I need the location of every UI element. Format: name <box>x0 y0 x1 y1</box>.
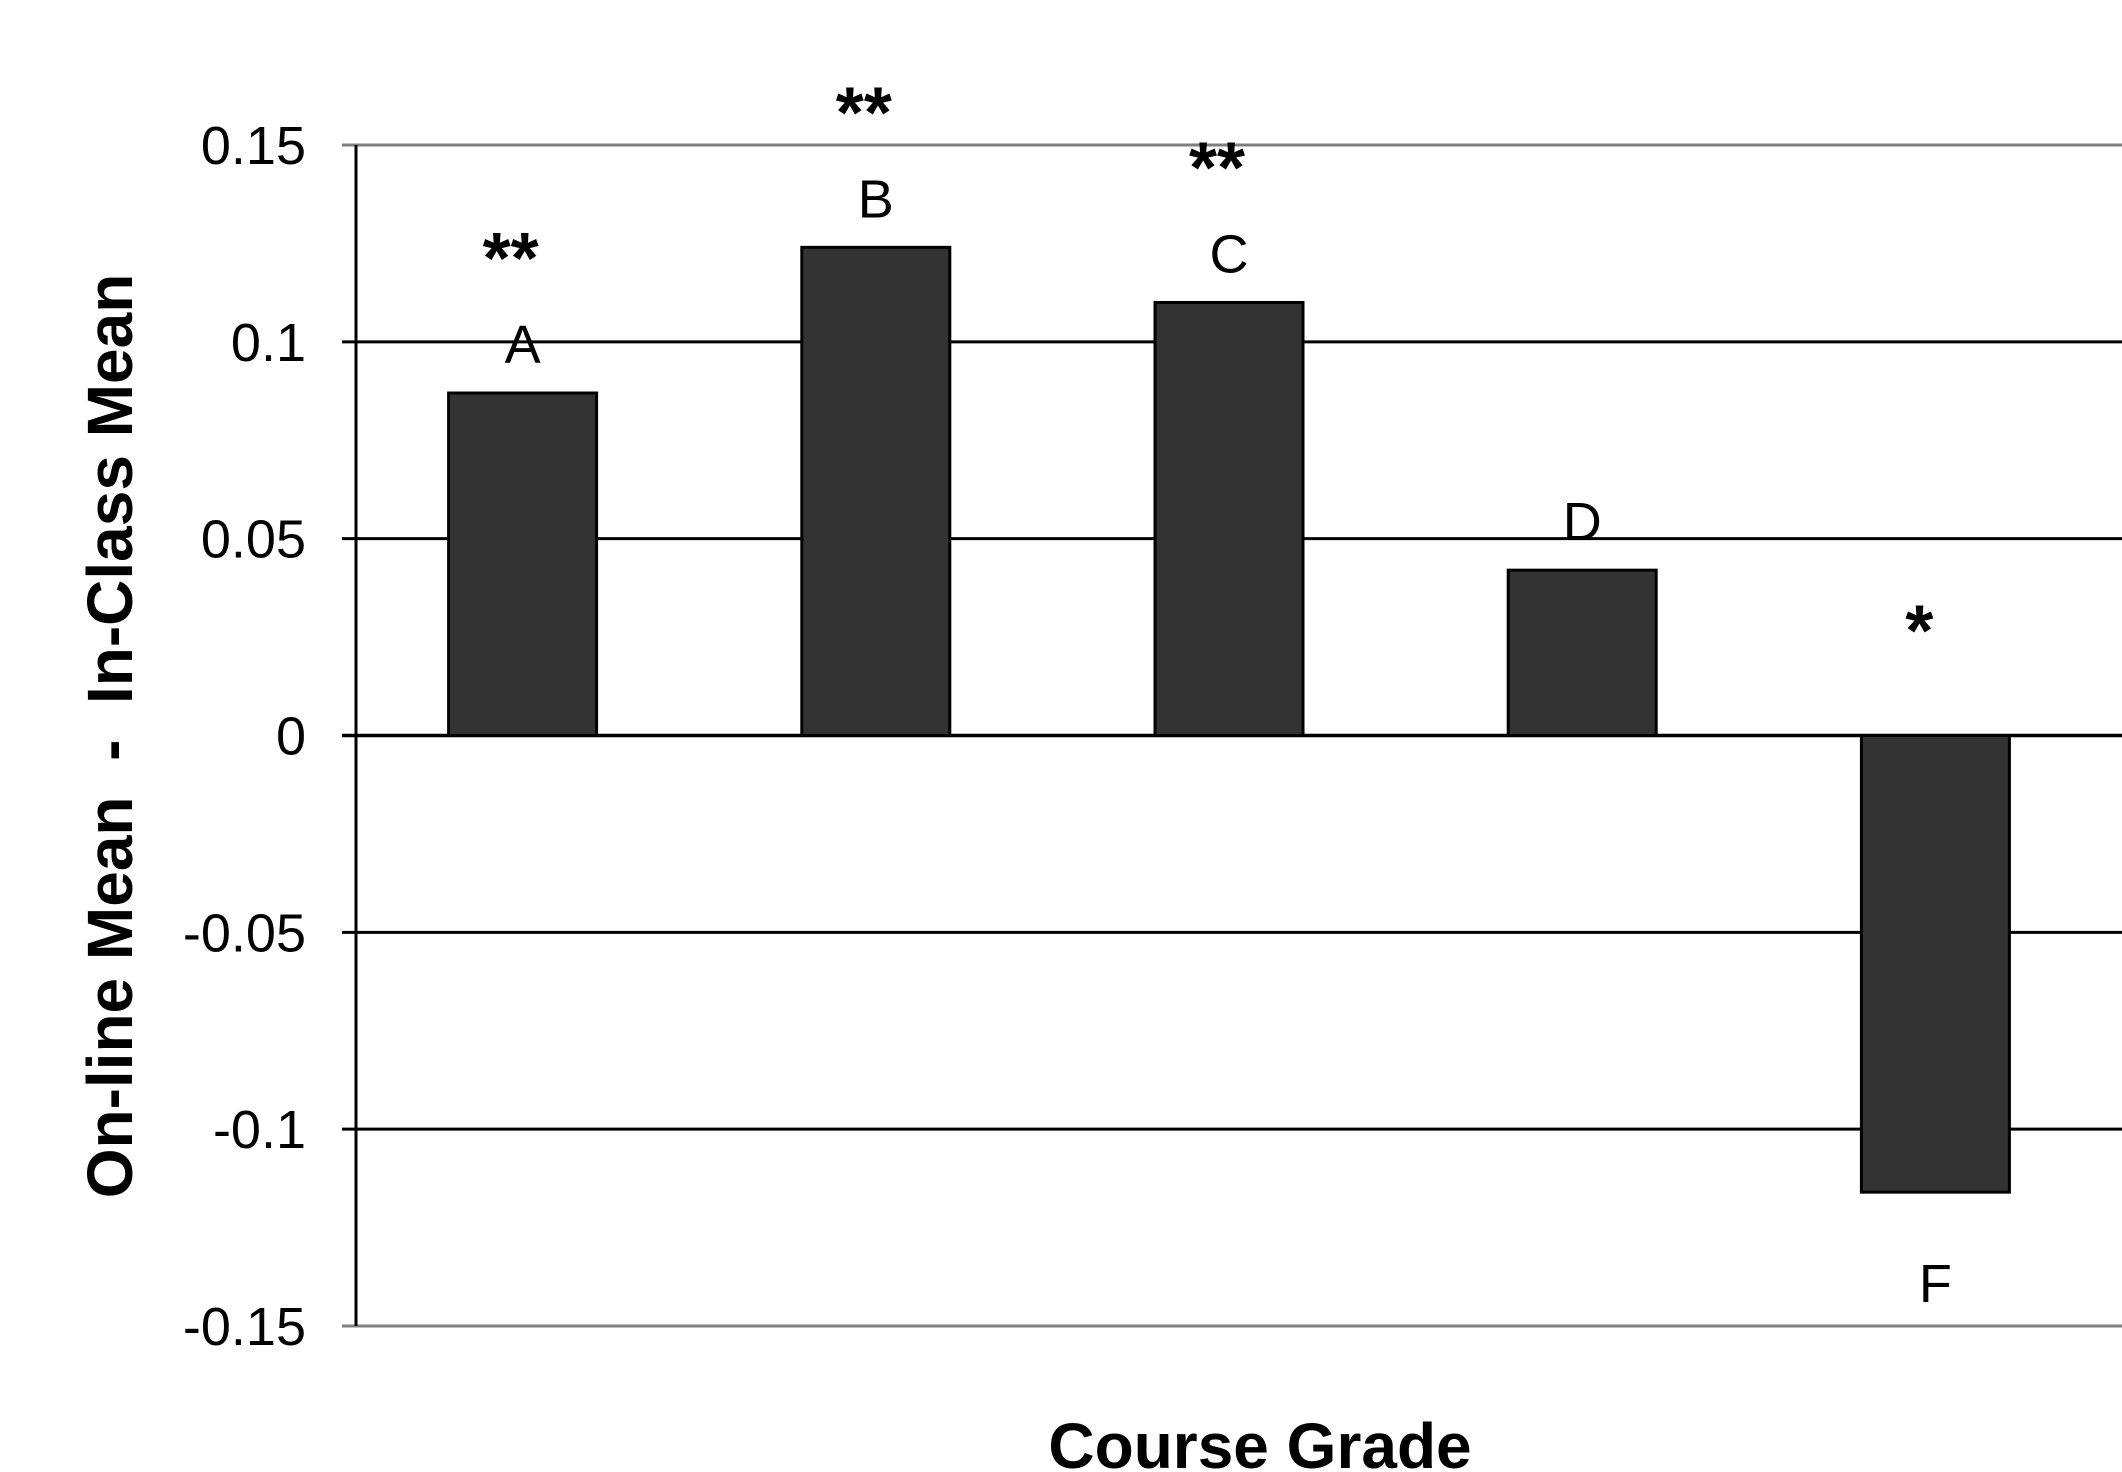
y-tick-label: -0.05 <box>183 903 306 963</box>
bar-D <box>1506 568 1658 737</box>
significance-marker: ** <box>1189 128 1245 208</box>
y-tick-label: -0.15 <box>183 1297 306 1357</box>
significance-marker: * <box>1905 592 1933 672</box>
bar-F <box>1859 734 2011 1194</box>
significance-marker: ** <box>483 219 539 299</box>
bar-labels: A ** B ** C ** D F * <box>483 73 1952 1314</box>
bar-C <box>1153 300 1305 737</box>
y-axis-label: On-line Mean - In-Class Mean <box>74 274 146 1199</box>
bars <box>447 245 2011 1194</box>
y-tick-label: 0.1 <box>231 313 306 373</box>
bar-A <box>447 391 599 737</box>
y-tick-label: 0.15 <box>201 116 306 176</box>
significance-marker: ** <box>836 73 892 153</box>
category-label: F <box>1919 1254 1952 1314</box>
bar-B <box>800 245 952 737</box>
category-label: C <box>1210 224 1249 284</box>
y-tick-label: 0.05 <box>201 510 306 570</box>
y-axis-ticks: 0.15 0.1 0.05 0 -0.05 -0.1 -0.15 <box>183 116 306 1357</box>
y-tick-label: 0 <box>276 707 306 767</box>
category-label: B <box>858 169 894 229</box>
category-label: A <box>505 315 541 375</box>
category-label: D <box>1563 492 1602 552</box>
y-tick-label: -0.1 <box>213 1100 306 1160</box>
x-axis-label: Course Grade <box>1048 1410 1471 1472</box>
